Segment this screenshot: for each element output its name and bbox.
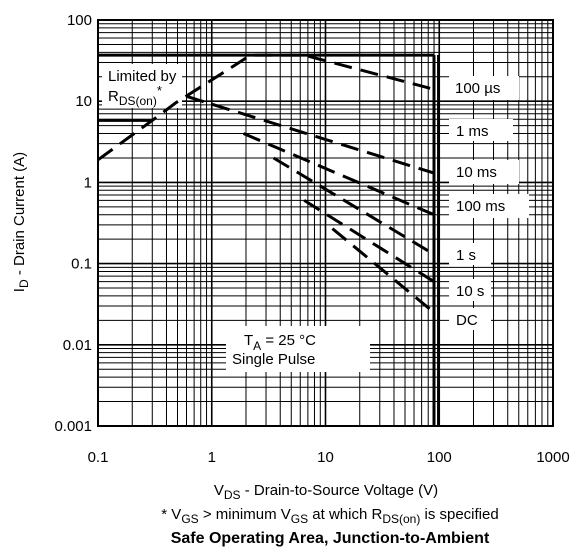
label-background: [449, 160, 519, 184]
series-line-100-s: [97, 53, 435, 162]
y-tick-label: 100: [67, 12, 92, 29]
footnote: * VGS > minimum VGS at which RDS(on) is …: [161, 506, 498, 526]
x-tick-label: 0.1: [88, 449, 109, 466]
label-background: [102, 64, 182, 108]
series-line-10-ms: [242, 132, 435, 217]
label-background: [449, 279, 491, 301]
series-line-10-s: [331, 227, 435, 314]
series-label-100-s: 100 µs: [455, 80, 500, 97]
y-tick-labels: 0.001 0.01 0.1 1 10 100: [54, 12, 92, 435]
limited-by-label: Limited by: [108, 68, 177, 85]
label-background: [449, 194, 529, 218]
label-background: [226, 326, 370, 372]
label-background: [449, 76, 519, 100]
x-tick-label: 100: [427, 449, 452, 466]
series-line-100-ms: [272, 156, 435, 256]
plot-frame: [97, 19, 554, 427]
series-lines: [97, 53, 440, 426]
ta-label: TA = 25 °C: [244, 332, 316, 353]
y-tick-label: 1: [84, 174, 92, 191]
label-boxes: [102, 64, 529, 372]
y-tick-label: 10: [75, 93, 92, 110]
y-tick-label: 0.01: [63, 337, 92, 354]
x-tick-label: 1: [208, 449, 216, 466]
y-tick-label: 0.001: [54, 418, 92, 435]
chart-title: Safe Operating Area, Junction-to-Ambient: [171, 530, 490, 547]
y-tick-label: 0.1: [71, 256, 92, 273]
single-pulse-label: Single Pulse: [232, 351, 315, 368]
series-label-dc: DC: [456, 312, 478, 329]
series-label-10-s: 10 s: [456, 283, 484, 300]
y-axis-title: ID - Drain Current (A): [11, 152, 31, 292]
label-background: [449, 308, 491, 330]
label-background: [449, 119, 513, 141]
x-tick-labels: 0.1 1 10 100 1000: [88, 449, 570, 466]
series-line-1-ms: [186, 94, 435, 175]
x-tick-label: 1000: [536, 449, 569, 466]
label-background: [449, 243, 491, 265]
x-axis-title: VDS - Drain-to-Source Voltage (V): [214, 482, 438, 502]
series-label-1-s: 1 s: [456, 247, 476, 264]
series-label-1-ms: 1 ms: [456, 123, 489, 140]
x-tick-label: 10: [317, 449, 334, 466]
series-labels: 100 µs 1 ms 10 ms 100 ms 1 s 10 s DC: [455, 80, 505, 329]
series-label-100-ms: 100 ms: [456, 198, 505, 215]
rdson-label: RDS(on)*: [108, 83, 162, 108]
series-label-10-ms: 10 ms: [456, 164, 497, 181]
